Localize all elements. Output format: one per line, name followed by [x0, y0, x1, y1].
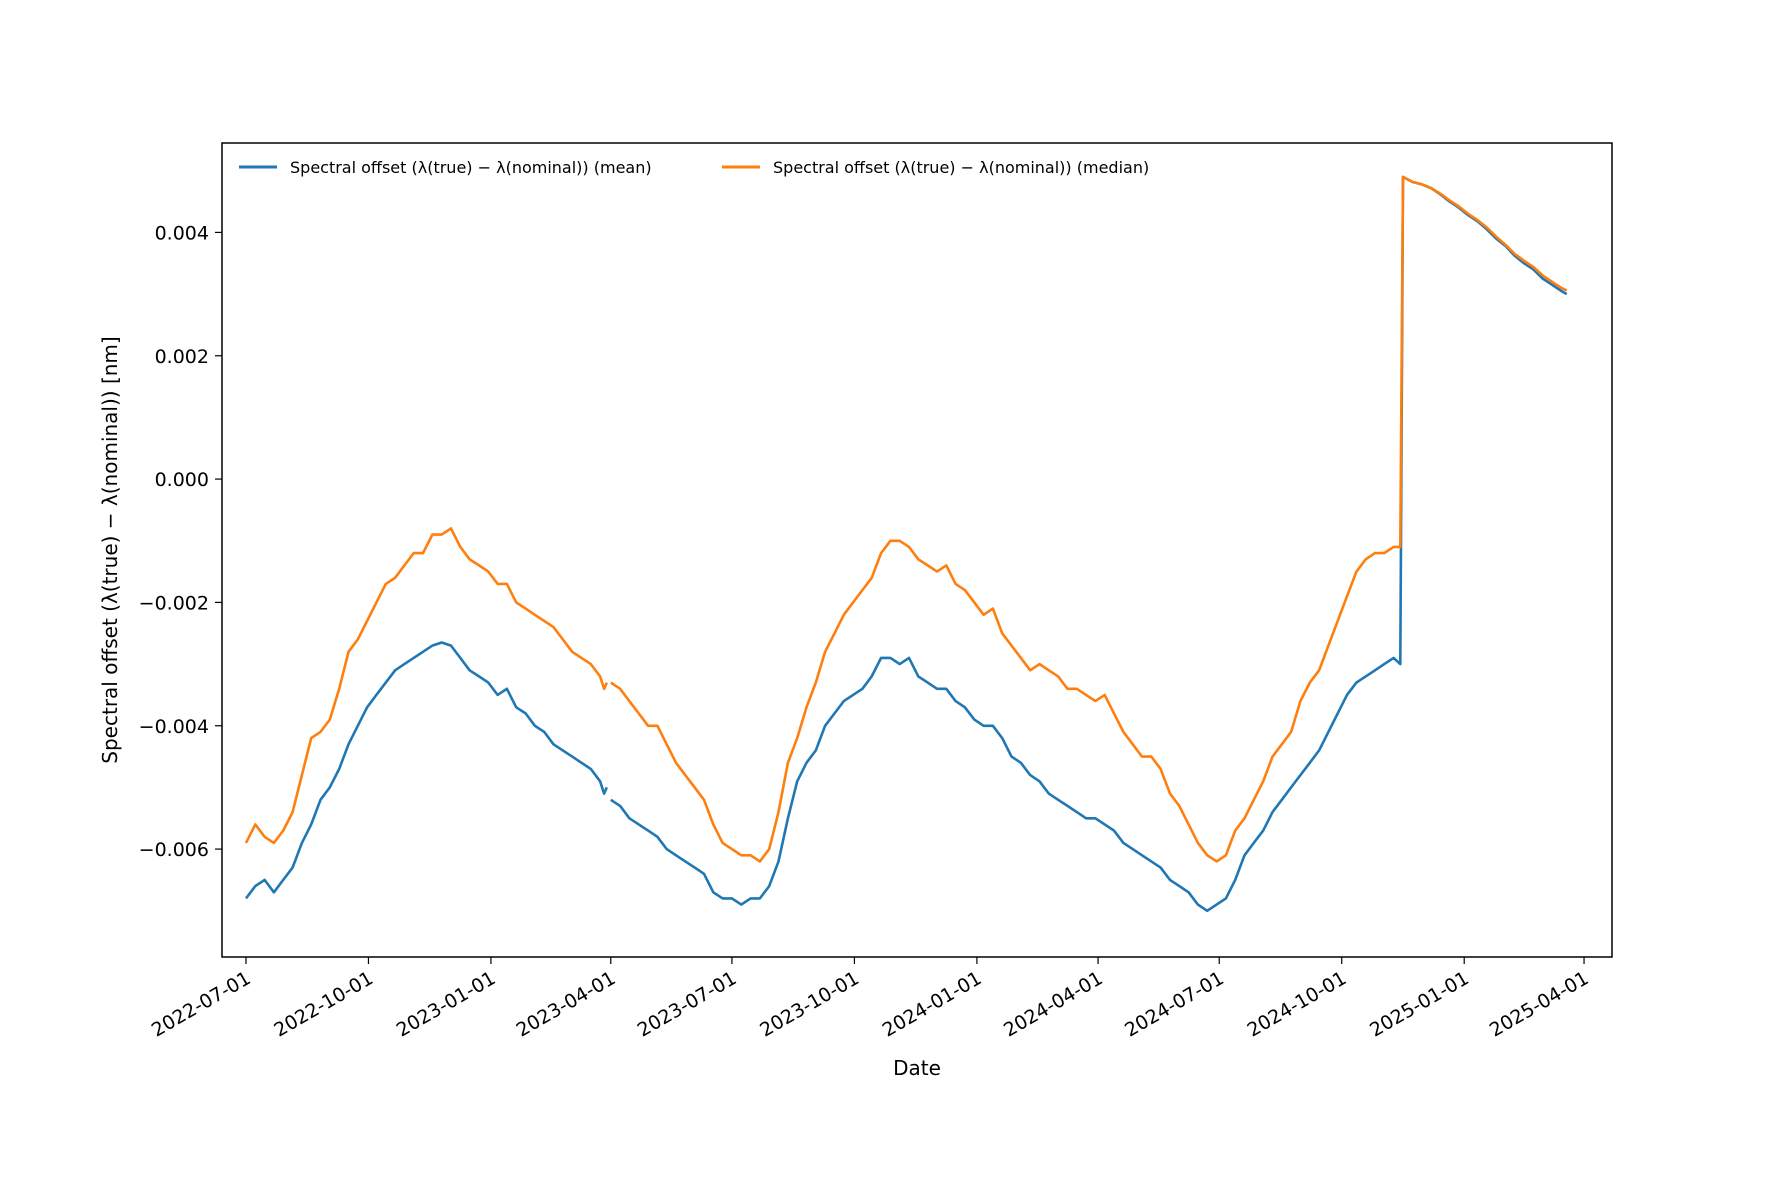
- y-tick-label: −0.006: [139, 839, 209, 861]
- legend-label-mean: Spectral offset (λ(true) − λ(nominal)) (…: [290, 158, 652, 177]
- series-layer: [244, 175, 1568, 913]
- legend: Spectral offset (λ(true) − λ(nominal)) (…: [239, 158, 1149, 177]
- y-axis: −0.006 −0.004 −0.002 0.000 0.002 0.004: [139, 222, 222, 861]
- y-tick-label: −0.002: [139, 592, 209, 614]
- plot-frame: [221, 142, 1613, 958]
- y-axis-title: Spectral offset (λ(true) − λ(nominal)) […: [98, 336, 122, 763]
- y-tick-label: 0.002: [155, 346, 209, 368]
- legend-label-median: Spectral offset (λ(true) − λ(nominal)) (…: [773, 158, 1149, 177]
- series-line-median: [244, 175, 1568, 863]
- y-tick-label: −0.004: [139, 716, 209, 738]
- y-tick-label: 0.000: [155, 469, 209, 491]
- x-axis-title: Date: [893, 1056, 941, 1080]
- y-tick-label: 0.004: [155, 222, 209, 244]
